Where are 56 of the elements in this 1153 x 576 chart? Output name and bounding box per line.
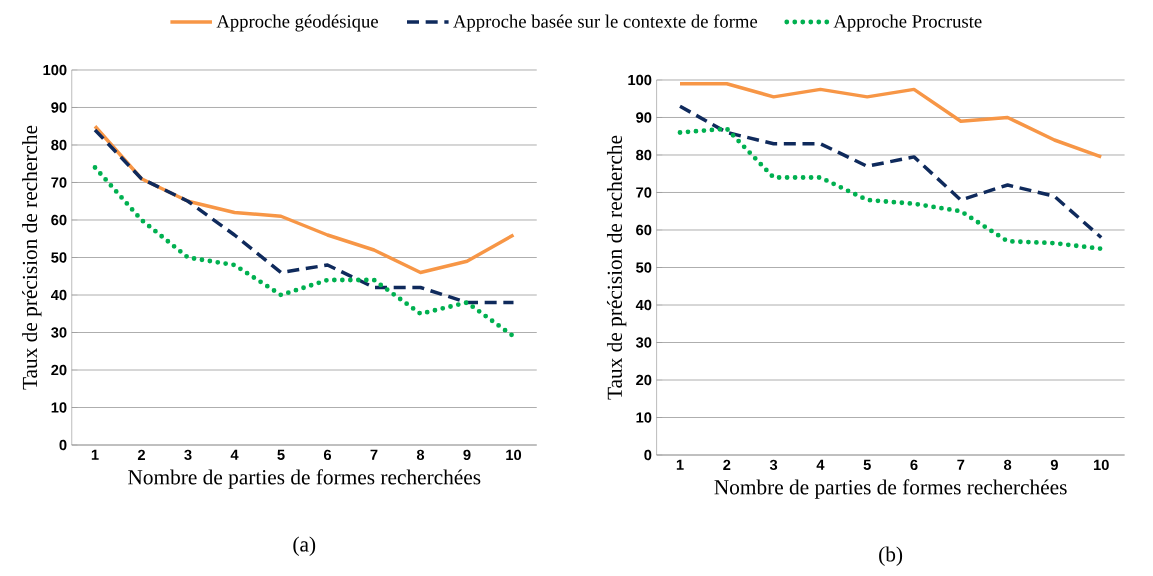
line-series xyxy=(678,82,1103,159)
y-tick-label: 50 xyxy=(51,252,67,263)
x-axis-title: Nombre de parties de formes recherchées xyxy=(714,479,1067,499)
y-tick-label: 10 xyxy=(51,402,67,413)
x-tick-label: 2 xyxy=(723,459,731,470)
x-tick-label: 3 xyxy=(184,449,192,461)
y-tick-label: 70 xyxy=(636,187,652,198)
y-tick-label: 70 xyxy=(51,177,67,188)
y-tick-label: 80 xyxy=(636,149,652,161)
x-tick-label: 8 xyxy=(416,449,425,461)
text: (b) xyxy=(879,546,903,566)
x-tick-label: 1 xyxy=(91,449,99,460)
y-tick-label: 100 xyxy=(628,74,652,86)
x-axis-title: Nombre de parties de formes recherchées xyxy=(128,469,481,489)
y-tick-label: 80 xyxy=(51,139,67,151)
x-tick-label: 10 xyxy=(1093,459,1109,471)
x-tick-label: 9 xyxy=(1050,459,1058,471)
y-tick-label: 60 xyxy=(636,224,652,236)
x-tick-label: 4 xyxy=(816,459,825,470)
y-tick-label: 50 xyxy=(636,262,652,273)
line-series xyxy=(678,104,1103,240)
legend-label: Approche géodésique xyxy=(216,14,378,32)
y-tick-label: 90 xyxy=(51,102,67,113)
x-tick-label: 3 xyxy=(769,459,778,471)
x-tick-label: 7 xyxy=(370,449,378,460)
x-tick-label: 4 xyxy=(230,449,239,460)
y-axis-title: Taux de précision de recherche xyxy=(606,135,627,400)
y-tick-label: 100 xyxy=(43,64,67,76)
y-axis-title: Taux de précision de recherche xyxy=(22,125,42,390)
y-tick-label: 40 xyxy=(635,299,652,311)
line-series xyxy=(93,128,516,305)
x-tick-label: 6 xyxy=(323,449,332,461)
legend-label: Approche Procruste xyxy=(833,14,982,32)
x-tick-label: 5 xyxy=(277,449,285,460)
y-tick-label: 0 xyxy=(59,439,67,451)
y-tick-label: 60 xyxy=(51,214,67,226)
x-tick-label: 7 xyxy=(957,459,965,470)
y-tick-label: 20 xyxy=(51,364,67,376)
text: (a) xyxy=(293,536,316,556)
x-tick-label: 10 xyxy=(506,449,522,461)
x-tick-label: 2 xyxy=(137,449,145,460)
x-tick-label: 6 xyxy=(910,459,918,471)
y-tick-label: 20 xyxy=(636,374,652,386)
y-tick-label: 30 xyxy=(51,327,67,338)
x-tick-label: 5 xyxy=(863,459,871,470)
x-tick-label: 9 xyxy=(463,449,471,461)
y-tick-label: 0 xyxy=(644,449,652,461)
line-series xyxy=(92,165,516,339)
y-tick-label: 40 xyxy=(50,289,67,301)
legend-label: Approche basée sur le contexte de forme xyxy=(453,14,758,32)
y-tick-label: 90 xyxy=(636,112,652,123)
line-series xyxy=(677,126,1104,252)
y-tick-label: 30 xyxy=(635,337,652,348)
x-tick-label: 8 xyxy=(1003,459,1012,471)
y-tick-label: 10 xyxy=(636,412,652,423)
x-tick-label: 1 xyxy=(676,459,684,470)
